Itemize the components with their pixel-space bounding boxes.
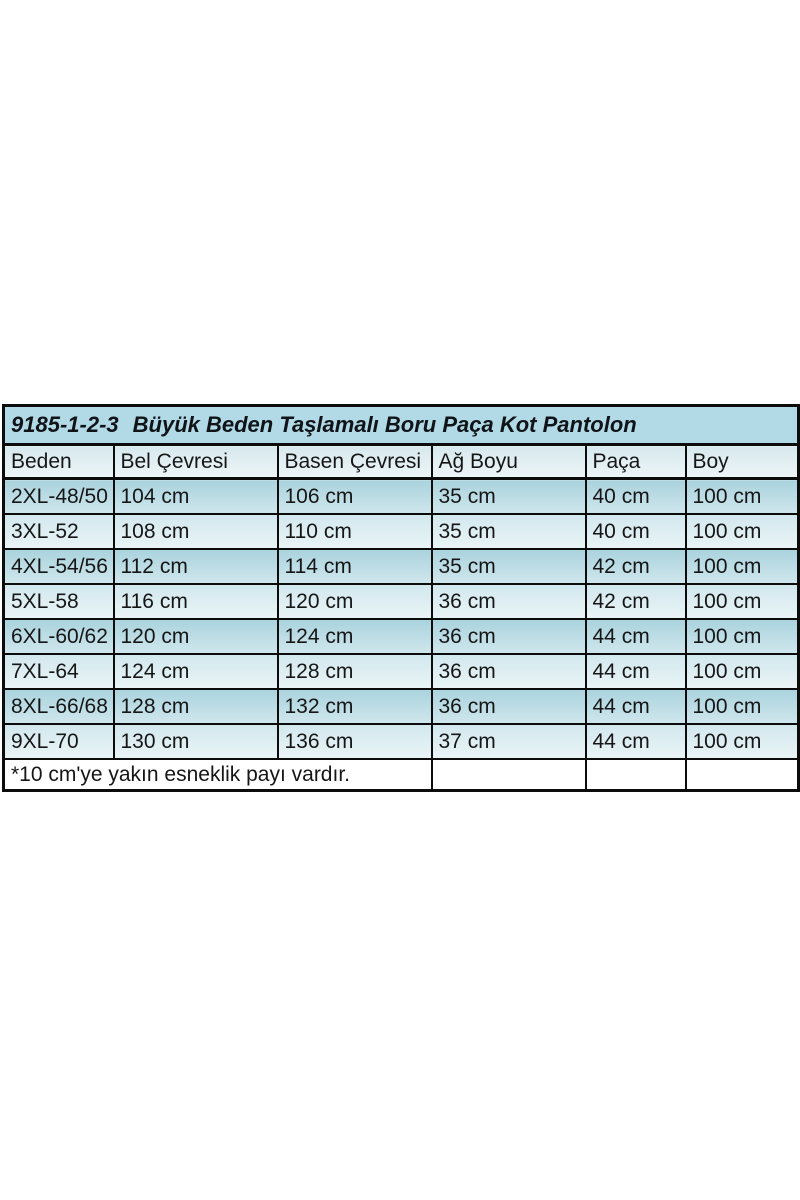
measurement-cell: 114 cm [276, 548, 433, 585]
empty-cell [684, 758, 800, 792]
table-row: 2XL-48/50 104 cm 106 cm 35 cm 40 cm 100 … [2, 477, 800, 515]
title-row: 9185-1-2-3 Büyük Beden Taşlamalı Boru Paç… [2, 404, 800, 446]
empty-cell [584, 758, 687, 792]
size-chart-title: 9185-1-2-3 Büyük Beden Taşlamalı Boru Paç… [2, 404, 800, 446]
measurement-cell: 35 cm [430, 477, 587, 515]
table-row: 3XL-52 108 cm 110 cm 35 cm 40 cm 100 cm [2, 513, 800, 550]
size-label-cell: 8XL-66/68 [2, 688, 115, 725]
measurement-cell: 100 cm [684, 513, 800, 550]
column-header-paca: Paça [584, 443, 687, 480]
measurement-cell: 100 cm [684, 688, 800, 725]
product-code: 9185-1-2-3 [11, 412, 119, 437]
table-row: 7XL-64 124 cm 128 cm 36 cm 44 cm 100 cm [2, 653, 800, 690]
size-label-cell: 7XL-64 [2, 653, 115, 690]
measurement-cell: 124 cm [112, 653, 279, 690]
product-name: Büyük Beden Taşlamalı Boru Paça Kot Pant… [132, 412, 637, 437]
footnote-row: *10 cm'ye yakın esneklik payı vardır. [2, 758, 800, 792]
measurement-cell: 100 cm [684, 653, 800, 690]
table-row: 5XL-58 116 cm 120 cm 36 cm 42 cm 100 cm [2, 583, 800, 620]
column-header-boy: Boy [684, 443, 800, 480]
measurement-cell: 120 cm [276, 583, 433, 620]
measurement-cell: 40 cm [584, 513, 687, 550]
measurement-cell: 44 cm [584, 618, 687, 655]
table-row: 6XL-60/62 120 cm 124 cm 36 cm 44 cm 100 … [2, 618, 800, 655]
measurement-cell: 128 cm [276, 653, 433, 690]
measurement-cell: 130 cm [112, 723, 279, 760]
column-header-bel-cevresi: Bel Çevresi [112, 443, 279, 480]
measurement-cell: 36 cm [430, 583, 587, 620]
header-row: Beden Bel Çevresi Basen Çevresi Ağ Boyu … [2, 443, 800, 480]
size-label-cell: 9XL-70 [2, 723, 115, 760]
size-label-cell: 4XL-54/56 [2, 548, 115, 585]
measurement-cell: 42 cm [584, 583, 687, 620]
measurement-cell: 100 cm [684, 477, 800, 515]
measurement-cell: 44 cm [584, 723, 687, 760]
size-label-cell: 3XL-52 [2, 513, 115, 550]
footnote: *10 cm'ye yakın esneklik payı vardır. [2, 758, 433, 792]
measurement-cell: 100 cm [684, 548, 800, 585]
measurement-cell: 100 cm [684, 583, 800, 620]
measurement-cell: 44 cm [584, 688, 687, 725]
measurement-cell: 40 cm [584, 477, 687, 515]
column-header-basen-cevresi: Basen Çevresi [276, 443, 433, 480]
measurement-cell: 100 cm [684, 618, 800, 655]
table-row: 9XL-70 130 cm 136 cm 37 cm 44 cm 100 cm [2, 723, 800, 760]
measurement-cell: 112 cm [112, 548, 279, 585]
measurement-cell: 104 cm [112, 477, 279, 515]
measurement-cell: 44 cm [584, 653, 687, 690]
measurement-cell: 36 cm [430, 688, 587, 725]
size-chart-container: 9185-1-2-3 Büyük Beden Taşlamalı Boru Paç… [2, 404, 800, 792]
measurement-cell: 100 cm [684, 723, 800, 760]
measurement-cell: 35 cm [430, 548, 587, 585]
column-header-beden: Beden [2, 443, 115, 480]
measurement-cell: 106 cm [276, 477, 433, 515]
size-label-cell: 5XL-58 [2, 583, 115, 620]
measurement-cell: 36 cm [430, 618, 587, 655]
table-row: 8XL-66/68 128 cm 132 cm 36 cm 44 cm 100 … [2, 688, 800, 725]
column-header-ag-boyu: Ağ Boyu [430, 443, 587, 480]
measurement-cell: 110 cm [276, 513, 433, 550]
measurement-cell: 124 cm [276, 618, 433, 655]
table-row: 4XL-54/56 112 cm 114 cm 35 cm 42 cm 100 … [2, 548, 800, 585]
measurement-cell: 36 cm [430, 653, 587, 690]
measurement-cell: 37 cm [430, 723, 587, 760]
measurement-cell: 108 cm [112, 513, 279, 550]
size-label-cell: 6XL-60/62 [2, 618, 115, 655]
size-label-cell: 2XL-48/50 [2, 477, 115, 515]
measurement-cell: 42 cm [584, 548, 687, 585]
size-chart-table: 9185-1-2-3 Büyük Beden Taşlamalı Boru Paç… [2, 404, 800, 792]
measurement-cell: 116 cm [112, 583, 279, 620]
measurement-cell: 136 cm [276, 723, 433, 760]
measurement-cell: 132 cm [276, 688, 433, 725]
measurement-cell: 35 cm [430, 513, 587, 550]
measurement-cell: 128 cm [112, 688, 279, 725]
measurement-cell: 120 cm [112, 618, 279, 655]
empty-cell [430, 758, 587, 792]
